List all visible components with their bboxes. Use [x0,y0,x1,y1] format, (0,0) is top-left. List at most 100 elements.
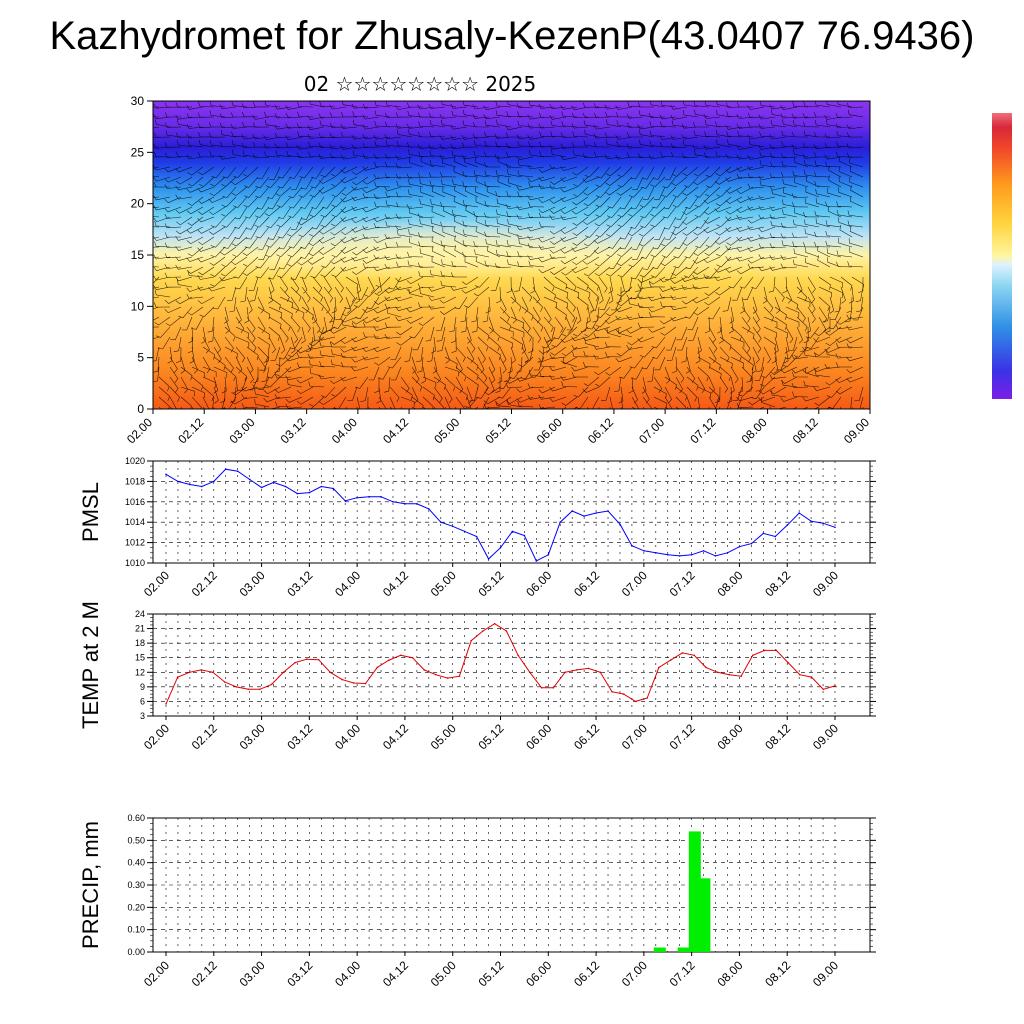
y-axis-label: PMSL [78,482,103,542]
x-tick-label: 06.12 [571,568,602,599]
x-tick-label: 03.00 [237,958,268,989]
heatmap-x-axis: 02.00 02.12 03.00 03.12 04.00 04.12 05.00 05.12… [124,409,872,446]
data-point [646,697,648,699]
data-point [341,678,343,681]
data-point [344,500,347,502]
data-point [690,554,693,556]
y-tick-label: 0.40 [127,858,145,868]
x-tick-label: 06.00 [523,721,554,752]
data-point [643,550,645,552]
heatmap-y-tick-label: 25 [131,145,145,159]
data-point [517,654,519,657]
data-point [634,700,637,703]
x-tick-label: 06.12 [571,958,602,989]
x-tick-label: 07.00 [619,721,650,752]
data-point [376,666,379,669]
heatmap-x-tick-label: 05.12 [482,415,513,446]
pmsl-panel: 1010 1012 1014 1016 1018 1020 02.00 02.12 03.00 0… [78,456,876,599]
y-tick-label: 1018 [125,476,145,486]
data-point [599,671,602,674]
data-point [213,480,215,483]
y-tick-label: 0.20 [127,902,145,912]
data-point [834,685,836,687]
x-tick-label: 05.00 [428,958,459,989]
x-tick-label: 07.12 [667,721,698,752]
data-point [201,485,203,488]
data-point [332,487,335,490]
data-point [799,673,801,676]
x-tick-label: 04.00 [332,721,363,752]
data-point [752,654,754,657]
y-tick-label: 0.30 [127,880,145,890]
data-point [223,681,226,683]
heatmap-x-tick-label: 03.00 [226,415,257,446]
temp-panel: 3 6 9 12 15 18 21 24 02.00 02.12 03.00 03.12 04.00 04… [78,601,876,752]
y-tick-label: 3 [140,711,145,721]
data-point [428,508,430,510]
precip-bar [653,947,666,952]
y-tick-label: 15 [135,653,145,663]
data-point [774,535,777,538]
heatmap-x-tick-label: 05.00 [431,415,462,446]
data-point [470,639,473,642]
x-tick-label: 07.00 [619,958,650,989]
heatmap-y-tick-label: 0 [137,402,144,416]
y-tick-label: 12 [135,667,145,677]
data-point [511,530,514,533]
data-point [547,554,550,556]
data-point [658,666,660,669]
data-point [329,671,332,674]
data-point [822,522,824,524]
x-tick-label: 05.12 [475,958,506,989]
y-tick-label: 24 [135,609,145,619]
data-point [631,544,633,547]
x-tick-label: 06.12 [571,721,602,752]
y-tick-label: 1012 [125,538,145,548]
data-point [622,693,625,695]
wind-barb-lines [153,101,865,409]
data-point [235,686,238,688]
heatmap-x-tick-label: 07.12 [687,415,718,446]
data-point [440,521,442,523]
data-point [353,682,355,684]
data-point [451,525,454,528]
data-point [282,671,285,674]
data-point [475,535,478,538]
x-tick-label: 04.12 [380,568,411,599]
x-tick-label: 02.12 [189,721,220,752]
data-point [702,550,705,552]
data-point [458,675,461,677]
heatmap-x-tick-label: 08.12 [790,415,821,446]
y-axis-label: PRECIP, mm [78,821,103,949]
data-point [259,688,261,691]
y-tick-label: 21 [135,624,145,634]
data-point [177,480,179,483]
x-tick-label: 03.00 [237,721,268,752]
y-tick-label: 1016 [125,497,145,507]
data-point [535,560,538,562]
precip-bar [677,947,690,952]
data-point [320,485,323,488]
data-point [392,501,394,503]
x-tick-label: 08.12 [762,721,793,752]
data-point [435,673,437,676]
data-point [571,510,573,512]
data-point [388,659,390,661]
data-point [380,495,382,498]
data-point [399,654,402,657]
data-point [523,534,526,537]
data-point [270,683,273,686]
data-point [607,510,609,512]
x-tick-label: 02.12 [189,568,220,599]
data-point [540,687,543,689]
heatmap-x-tick-label: 06.12 [585,415,616,446]
data-point [188,671,191,674]
data-point [189,483,191,486]
y-axis-label: TEMP at 2 M [78,601,103,729]
data-point [762,532,765,535]
data-point [714,555,717,557]
data-point [810,520,812,522]
x-tick-label: 09.00 [810,958,841,989]
x-tick-label: 03.00 [237,568,268,599]
